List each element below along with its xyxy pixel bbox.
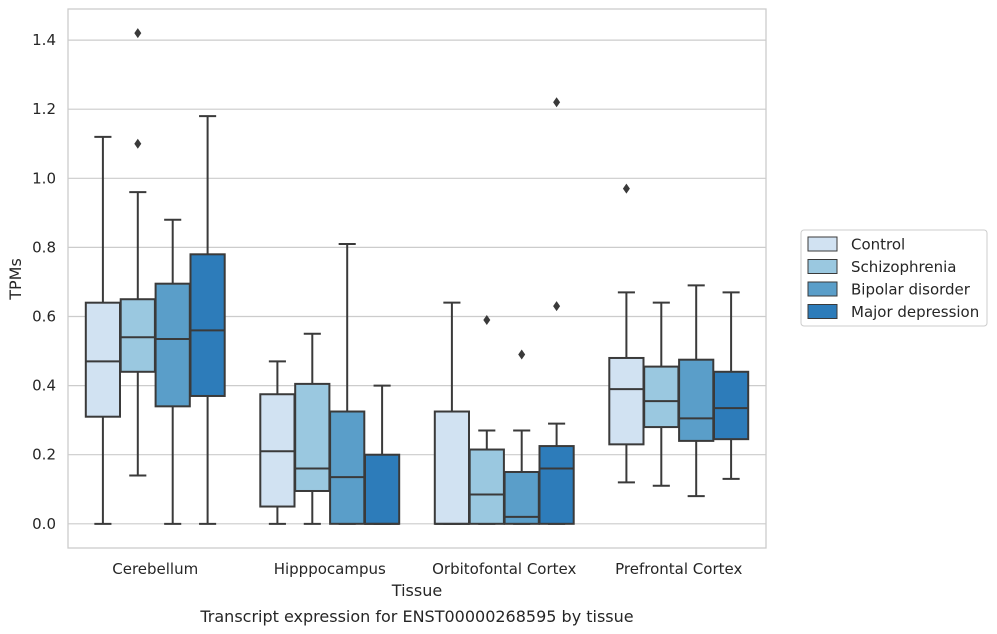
y-tick-label: 0.2 (32, 446, 56, 464)
box-bipolar-disorder (154, 218, 191, 525)
legend-label: Bipolar disorder (851, 281, 971, 299)
box-iqr (84, 301, 122, 418)
box-major-depression (538, 97, 575, 525)
y-tick-labels: 0.0 0.2 0.4 0.6 0.8 1.0 1.2 1.4 (32, 31, 56, 533)
box-control (433, 301, 471, 525)
box-iqr (363, 453, 401, 525)
outlier-point (518, 349, 526, 360)
box-iqr (433, 410, 471, 525)
y-tick-label: 1.4 (32, 31, 56, 49)
y-tick-label: 1.2 (32, 100, 56, 118)
outlier-point (553, 97, 561, 108)
legend-swatch (807, 236, 838, 252)
legend-swatch (807, 304, 838, 319)
box-iqr (643, 365, 680, 429)
box-iqr (712, 370, 750, 441)
box-schizophrenia (294, 332, 331, 525)
outlier-point (483, 314, 491, 325)
outlier-point (134, 138, 142, 149)
box-schizophrenia (119, 28, 156, 477)
box-iqr (294, 382, 331, 492)
chart-caption: Transcript expression for ENST0000026859… (199, 607, 633, 626)
legend-label: Control (851, 236, 905, 254)
box-bipolar-disorder (329, 242, 366, 525)
outlier-point (134, 28, 142, 39)
box-iqr (678, 358, 715, 442)
x-tick-label: Cerebellum (112, 560, 198, 578)
box-schizophrenia (468, 314, 505, 525)
box-control (608, 183, 645, 484)
box-major-depression (189, 115, 226, 525)
box-iqr (538, 445, 575, 525)
legend-label: Schizophrenia (851, 258, 956, 276)
x-axis-label: Tissue (391, 581, 442, 600)
box-control (84, 135, 122, 525)
y-axis-label: TPMs (6, 258, 25, 301)
y-tick-label: 0.8 (32, 238, 56, 256)
legend-swatch (807, 281, 838, 297)
legend: Control Schizophrenia Bipolar disorder Majo… (800, 229, 988, 327)
box-iqr (189, 253, 226, 397)
legend-frame (800, 229, 988, 327)
box-bipolar-disorder (678, 284, 715, 498)
box-iqr (468, 448, 505, 525)
y-tick-label: 0.0 (32, 515, 56, 533)
box-iqr (154, 282, 191, 408)
y-tick-label: 0.6 (32, 308, 56, 326)
legend-swatch (807, 259, 838, 274)
box-iqr (608, 356, 645, 446)
box-schizophrenia (643, 301, 680, 487)
box-iqr (329, 410, 366, 525)
x-tick-label: Orbitofontal Cortex (432, 560, 576, 578)
x-tick-label: Hipppocampus (274, 560, 386, 578)
outlier-point (553, 301, 561, 312)
x-tick-labels: Cerebellum Hipppocampus Orbitofontal Corte… (112, 560, 742, 578)
box-major-depression (363, 384, 401, 525)
plot-frame (67, 8, 767, 549)
outlier-point (622, 183, 630, 194)
box-series (84, 28, 750, 525)
x-tick-label: Prefrontal Cortex (615, 560, 742, 578)
y-tick-label: 1.0 (32, 169, 56, 187)
legend-label: Major depression (851, 303, 979, 321)
box-iqr (119, 298, 156, 373)
box-major-depression (712, 291, 750, 480)
y-tick-label: 0.4 (32, 377, 56, 395)
box-bipolar-disorder (503, 349, 540, 525)
